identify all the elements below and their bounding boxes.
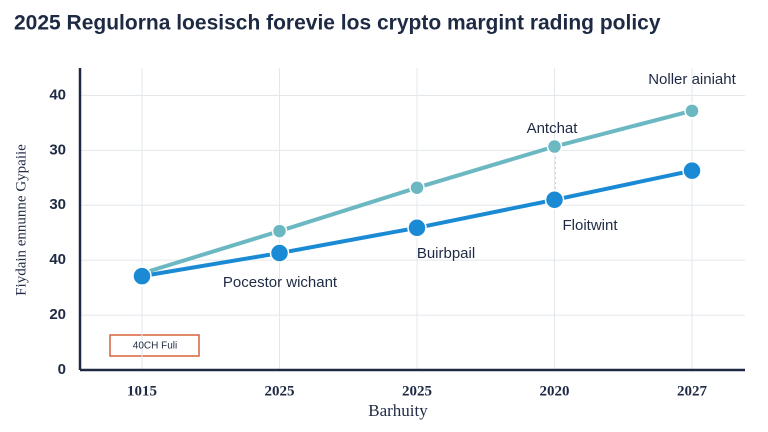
x-tick-label: 2025 <box>265 383 295 399</box>
x-tick-label: 2020 <box>540 383 570 399</box>
annotation: Floitwint <box>562 217 618 234</box>
annotation: Noller ainiaht <box>648 71 736 88</box>
data-point <box>684 103 700 119</box>
y-axis-label: Fiydain ennunne Gypaiie <box>13 144 29 296</box>
chart-title: 2025 Regulorna loesisch forevie los cryp… <box>14 12 661 35</box>
annotation-box <box>109 334 200 357</box>
annotation: Pocestor wichant <box>223 274 338 291</box>
data-point <box>409 179 425 196</box>
y-tick-label: 40 <box>49 86 66 103</box>
x-axis-label: Barhuity <box>368 401 428 420</box>
annotation: Buirbpail <box>417 245 475 262</box>
data-point <box>269 243 290 263</box>
annotation: Antchat <box>527 120 579 137</box>
data-point <box>271 223 288 239</box>
y-tick-label: 20 <box>49 306 66 323</box>
data-point <box>544 190 565 210</box>
y-tick-label: 30 <box>49 196 66 213</box>
x-tick-label: 2025 <box>402 383 432 399</box>
data-point <box>407 218 427 238</box>
data-point <box>682 160 702 181</box>
y-tick-label: 0 <box>58 361 66 378</box>
x-tick-label: 2027 <box>677 383 708 399</box>
annotation: 40CH Fuli <box>133 341 177 352</box>
y-tick-label: 40 <box>49 251 66 268</box>
data-point <box>546 138 563 155</box>
x-tick-label: 1015 <box>127 383 157 399</box>
data-point <box>132 266 152 286</box>
y-tick-label: 30 <box>49 141 66 158</box>
